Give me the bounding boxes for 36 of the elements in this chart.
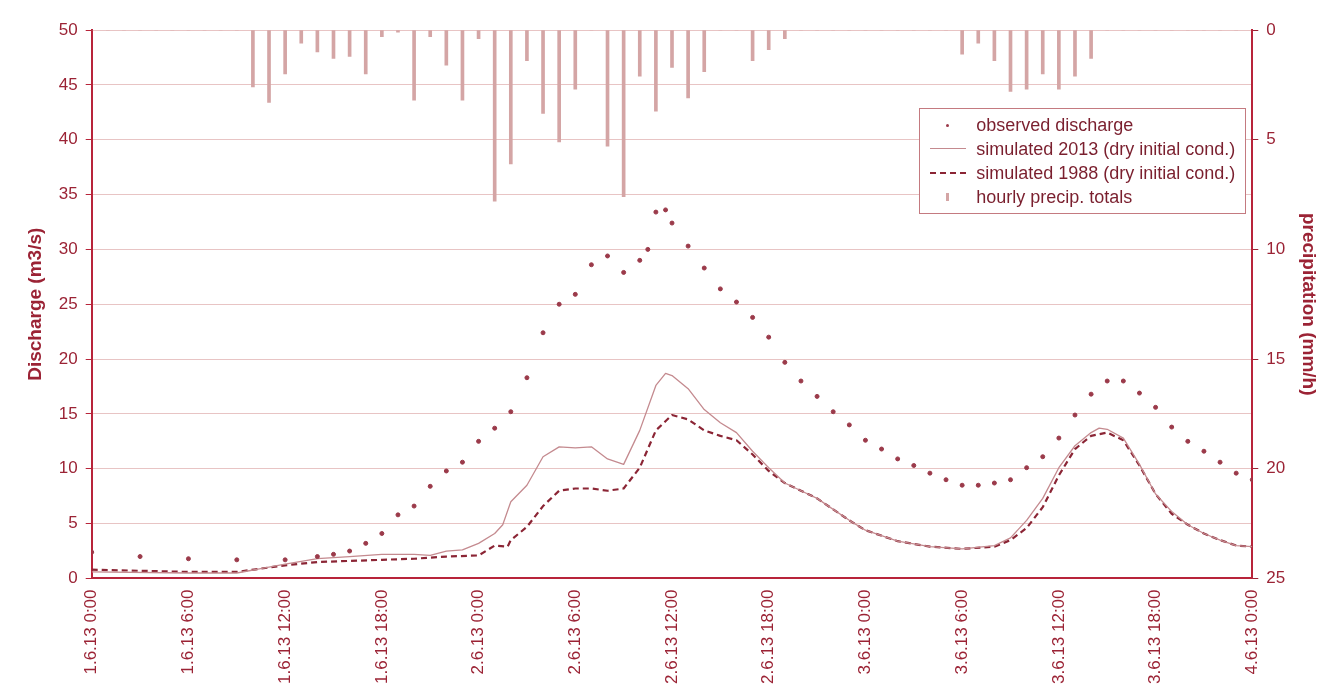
x-tick-label: 3.6.13 18:00: [1145, 589, 1165, 684]
x-tick-label: 4.6.13 0:00: [1241, 589, 1261, 675]
y2-tick-label: 5: [1266, 129, 1276, 149]
x-tick-label: 1.6.13 12:00: [274, 589, 294, 684]
y-tick-label: 35: [58, 184, 78, 204]
y2-tick-label: 10: [1266, 239, 1286, 259]
y2-tick-label: 15: [1266, 348, 1286, 368]
y-tick-label: 0: [68, 568, 78, 588]
x-tick-label: 1.6.13 0:00: [81, 589, 101, 675]
y-tick-label: 50: [58, 19, 78, 39]
x-tick-label: 2.6.13 18:00: [758, 589, 778, 684]
x-tick-label: 1.6.13 18:00: [371, 589, 391, 684]
y-tick-label: 10: [58, 458, 78, 478]
x-tick-label: 3.6.13 12:00: [1048, 589, 1068, 684]
x-tick-label: 3.6.13 0:00: [855, 589, 875, 675]
legend-label: observed discharge: [976, 114, 1134, 137]
y-tick-label: 5: [68, 513, 78, 533]
y2-axis-title: precipitation (mm/h): [1299, 212, 1321, 396]
legend-label: hourly precip. totals: [976, 186, 1133, 209]
x-tick-label: 2.6.13 6:00: [564, 589, 584, 675]
legend-label: simulated 2013 (dry initial cond.): [976, 138, 1236, 161]
x-tick-label: 2.6.13 0:00: [468, 589, 488, 675]
y-tick-label: 25: [58, 293, 78, 313]
x-tick-label: 3.6.13 6:00: [951, 589, 971, 675]
y-axis-title: Discharge (m3/s): [23, 227, 45, 381]
y2-tick-label: 0: [1266, 19, 1276, 39]
y2-tick-label: 20: [1266, 458, 1286, 478]
y2-tick-label: 25: [1266, 568, 1286, 588]
x-tick-label: 1.6.13 6:00: [178, 589, 198, 675]
y-tick-label: 30: [58, 239, 78, 259]
legend-label: simulated 1988 (dry initial cond.): [976, 162, 1236, 185]
y-tick-label: 40: [58, 129, 78, 149]
x-tick-label: 2.6.13 12:00: [661, 589, 681, 684]
y-tick-label: 15: [58, 403, 78, 423]
y-tick-label: 20: [58, 348, 78, 368]
y-tick-label: 45: [58, 74, 78, 94]
